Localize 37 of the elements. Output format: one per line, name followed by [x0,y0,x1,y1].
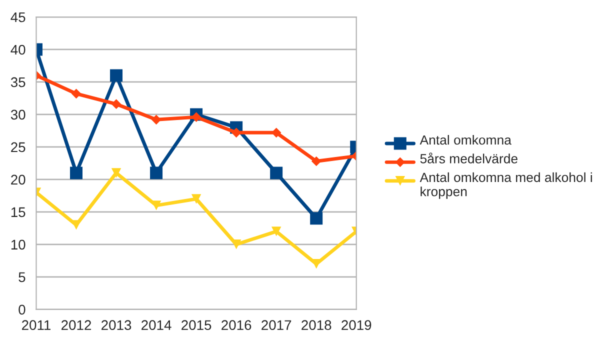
point [150,166,163,180]
x-tick-label: 2011 [22,320,50,330]
y-tick-label: 35 [10,77,26,88]
y-tick-label: 20 [11,174,26,185]
legend-label: Antal omkomna med alkohol i kroppen [420,172,592,199]
x-tick-label: 2016 [222,320,252,330]
legend-label: Antal omkomna [420,134,512,145]
x-tick-label: 2012 [62,320,92,330]
y-tick-label: 5 [18,272,26,282]
point [271,128,282,138]
y-tick-label: 10 [11,240,26,250]
y-tick-label: 15 [11,207,26,218]
point [311,156,322,166]
point [70,166,83,180]
point [310,212,323,225]
legend-label: 5års medelvärde [420,152,518,164]
x-tick-label: 2017 [262,320,292,330]
point [110,69,123,82]
y-tick-label: 40 [10,44,26,55]
y-tick-label: 0 [18,304,26,315]
point [111,168,122,178]
point [151,114,162,125]
point [71,88,82,99]
point [111,99,122,109]
x-tick-label: 2014 [142,320,172,330]
x-tick-label: 2015 [182,320,212,330]
point [270,166,283,180]
x-tick-label: 2019 [342,320,372,330]
point [271,226,282,236]
y-tick-label: 30 [10,110,26,120]
x-tick-label: 2018 [302,320,332,330]
y-tick-label: 45 [10,12,26,22]
x-tick-label: 2013 [102,320,132,330]
point [231,128,242,138]
point [191,194,202,204]
y-tick-label: 25 [11,142,26,152]
point [191,112,202,122]
